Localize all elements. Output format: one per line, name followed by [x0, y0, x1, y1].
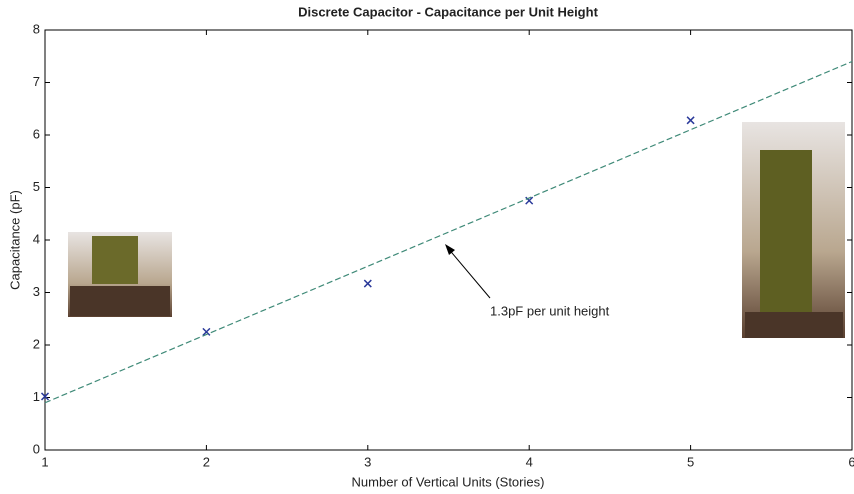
y-axis-label: Capacitance (pF)	[7, 190, 22, 290]
x-tick-label: 2	[203, 454, 210, 469]
photo-short	[68, 232, 172, 317]
data-point	[202, 327, 211, 336]
data-point	[525, 196, 534, 205]
photo-tall	[742, 122, 845, 338]
y-tick-label: 3	[33, 284, 40, 299]
x-axis-label: Number of Vertical Units (Stories)	[352, 474, 545, 489]
chart-title: Discrete Capacitor - Capacitance per Uni…	[298, 4, 598, 19]
y-tick-label: 0	[33, 441, 40, 456]
x-tick-label: 5	[687, 454, 694, 469]
y-tick-label: 6	[33, 126, 40, 141]
y-tick-label: 5	[33, 179, 40, 194]
annotation-arrow	[445, 244, 491, 299]
y-tick-label: 4	[33, 231, 40, 246]
data-point	[686, 116, 695, 125]
y-tick-label: 1	[33, 389, 40, 404]
y-tick-label: 7	[33, 74, 40, 89]
y-tick-label: 8	[33, 21, 40, 36]
y-tick-label: 2	[33, 336, 40, 351]
fit-line	[44, 60, 853, 404]
x-tick-label: 3	[364, 454, 371, 469]
x-tick-label: 4	[526, 454, 533, 469]
annotation: 1.3pF per unit height	[490, 303, 610, 318]
x-tick-label: 6	[848, 454, 854, 469]
data-point	[363, 279, 372, 288]
data-point	[40, 392, 50, 401]
x-tick-label: 1	[41, 454, 48, 469]
